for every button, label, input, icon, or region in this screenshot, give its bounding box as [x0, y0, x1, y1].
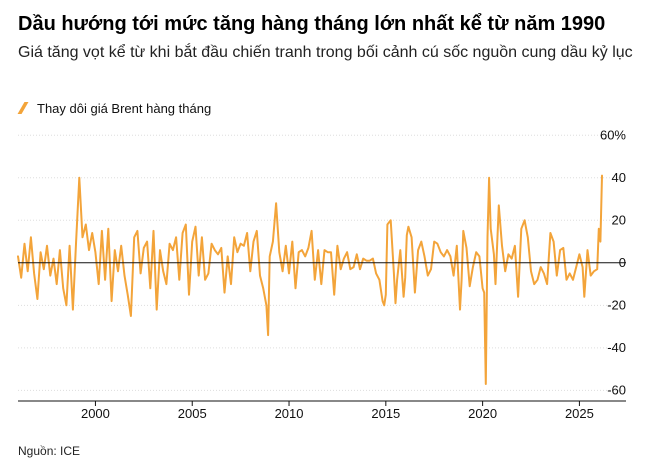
y-tick-label: -60 [607, 382, 626, 397]
x-tick-label: 2025 [565, 406, 594, 421]
y-tick-label: -20 [607, 297, 626, 312]
x-tick-label: 2015 [371, 406, 400, 421]
source-note: Nguồn: ICE [18, 444, 81, 458]
series-line [17, 174, 603, 385]
y-tick-label: -40 [607, 340, 626, 355]
y-tick-label: 40 [612, 170, 626, 185]
x-tick-label: 2000 [81, 406, 110, 421]
x-tick-label: 2010 [275, 406, 304, 421]
chart-title: Dầu hướng tới mức tăng hàng tháng lớn nh… [18, 13, 606, 35]
chart-subtitle: Giá tăng vọt kể từ khi bắt đầu chiến tra… [18, 44, 633, 61]
legend-label: Thay dôi giá Brent hàng tháng [37, 100, 212, 116]
legend: Thay dôi giá Brent hàng tháng [17, 99, 212, 117]
y-tick-label: 60% [600, 127, 626, 142]
y-tick-label: 20 [612, 212, 626, 227]
x-tick-label: 2020 [468, 406, 497, 421]
x-tick-label: 2005 [178, 406, 207, 421]
